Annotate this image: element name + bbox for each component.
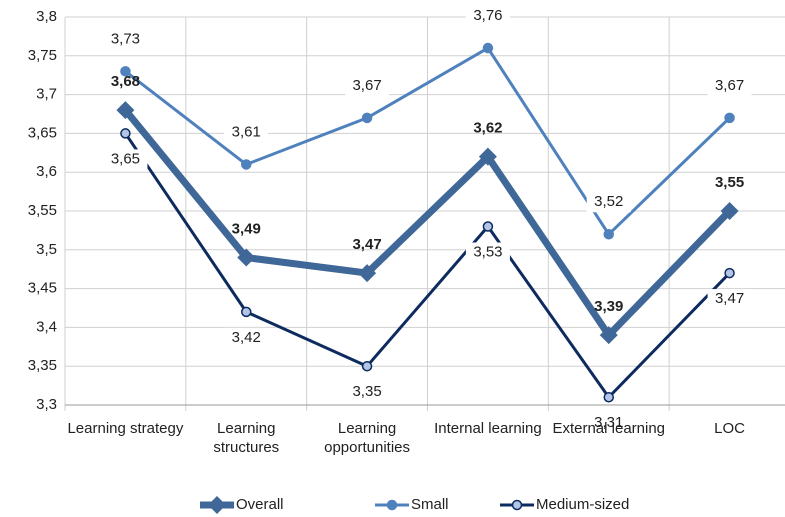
data-label: 3,68 — [111, 73, 140, 90]
label-bg — [345, 75, 390, 96]
data-label: 3,55 — [715, 174, 744, 191]
marker — [208, 496, 226, 514]
data-label: 3,76 — [473, 7, 502, 24]
label-bg — [707, 289, 752, 310]
marker — [603, 229, 614, 240]
marker — [603, 391, 614, 403]
marker — [241, 306, 252, 318]
y-tick-label: 3,6 — [36, 163, 57, 180]
label-bg — [707, 75, 752, 96]
series-line — [122, 107, 733, 339]
data-label: 3,31 — [594, 414, 623, 431]
x-tick-label: Internal learning — [434, 420, 542, 437]
marker — [724, 267, 735, 279]
y-tick-label: 3,65 — [28, 124, 57, 141]
marker — [482, 42, 494, 54]
data-label: 3,67 — [352, 77, 381, 94]
label-bg — [345, 382, 390, 403]
x-tick-label: LOC — [714, 420, 745, 437]
label-bg — [103, 29, 148, 50]
marker — [724, 112, 735, 124]
y-tick-label: 3,45 — [28, 280, 57, 297]
marker — [358, 264, 377, 283]
marker — [120, 66, 131, 77]
data-label: 3,62 — [473, 120, 502, 137]
marker — [386, 499, 398, 511]
marker — [361, 112, 373, 124]
marker — [478, 147, 497, 166]
y-tick-label: 3,75 — [28, 47, 57, 64]
data-label: 3,42 — [232, 329, 261, 346]
series-line — [124, 132, 731, 399]
marker — [116, 101, 135, 120]
data-label: 3,73 — [111, 30, 140, 47]
data-label: 3,35 — [352, 383, 381, 400]
label-bg — [224, 327, 269, 348]
label-bg — [586, 413, 631, 434]
data-label: 3,67 — [715, 77, 744, 94]
legend-label: Small — [411, 496, 449, 513]
legend-label: Overall — [236, 496, 284, 513]
series-line — [124, 46, 731, 236]
marker — [241, 159, 252, 170]
marker — [720, 202, 739, 220]
x-tick-label: Learning structures — [213, 420, 280, 456]
y-tick-label: 3,5 — [36, 241, 57, 258]
y-tick-label: 3,55 — [28, 202, 57, 219]
data-label: 3,47 — [352, 236, 381, 253]
data-label: 3,47 — [715, 290, 744, 307]
marker — [599, 326, 618, 345]
x-tick-label: Learning strategy — [67, 420, 184, 437]
marker — [361, 360, 373, 372]
label-bg — [465, 6, 510, 27]
label-bg — [103, 149, 148, 170]
data-label: 3,65 — [111, 150, 140, 167]
x-tick-label: External learning — [552, 420, 666, 437]
y-tick-label: 3,35 — [28, 357, 57, 374]
legend-label: Medium-sized — [536, 496, 629, 513]
marker — [120, 128, 131, 139]
x-tick-label: Learning opportunities — [324, 420, 411, 456]
data-label: 3,53 — [473, 243, 502, 260]
y-tick-label: 3,3 — [36, 396, 57, 413]
y-tick-label: 3,4 — [36, 318, 57, 335]
data-label: 3,49 — [232, 221, 261, 238]
marker — [511, 499, 523, 511]
data-label: 3,39 — [594, 298, 623, 315]
y-tick-label: 3,7 — [36, 86, 57, 103]
label-bg — [465, 242, 510, 263]
marker — [482, 221, 494, 232]
data-label: 3,52 — [594, 193, 623, 210]
y-tick-label: 3,8 — [36, 8, 57, 25]
label-bg — [586, 192, 631, 213]
data-label: 3,61 — [232, 123, 261, 140]
label-bg — [224, 122, 269, 143]
marker — [237, 248, 256, 267]
